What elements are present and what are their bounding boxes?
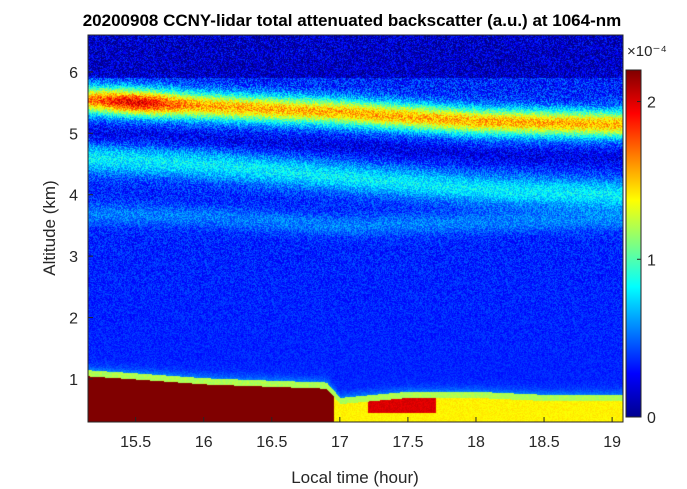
- colorbar-tick-label: 0: [647, 410, 656, 427]
- y-tick-label: 1: [69, 372, 78, 389]
- x-axis-label: Local time (hour): [291, 468, 419, 487]
- y-tick-label: 6: [69, 65, 78, 82]
- y-tick-label: 3: [69, 249, 78, 266]
- x-tick-label: 15.5: [120, 434, 151, 451]
- x-tick-label: 18: [467, 434, 485, 451]
- colorbar-exponent: ×10⁻⁴: [627, 43, 667, 60]
- y-tick-label: 4: [69, 188, 78, 205]
- x-tick-label: 16.5: [256, 434, 287, 451]
- heatmap: [88, 35, 623, 422]
- x-axis-ticks: 15.5 16 16.5 17 17.5 18 18.5 19: [120, 417, 621, 451]
- x-tick-label: 19: [603, 434, 621, 451]
- colorbar: [625, 69, 642, 418]
- y-tick-label: 5: [69, 126, 78, 143]
- colorbar-tick-label: 2: [647, 95, 656, 112]
- y-axis-ticks: 1 2 3 4 5 6: [69, 65, 93, 389]
- colorbar-ticks: 0 1 2: [637, 95, 656, 427]
- heatmap-canvas: [88, 35, 623, 422]
- x-tick-label: 17: [331, 434, 349, 451]
- y-tick-label: 2: [69, 311, 78, 328]
- x-tick-label: 16: [195, 434, 213, 451]
- x-tick-label: 18.5: [528, 434, 559, 451]
- x-tick-label: 17.5: [392, 434, 423, 451]
- colorbar-tick-label: 1: [647, 252, 656, 269]
- chart-title: 20200908 CCNY-lidar total attenuated bac…: [83, 11, 622, 30]
- y-axis-label: Altitude (km): [40, 180, 59, 275]
- plot-frame: [87, 34, 624, 423]
